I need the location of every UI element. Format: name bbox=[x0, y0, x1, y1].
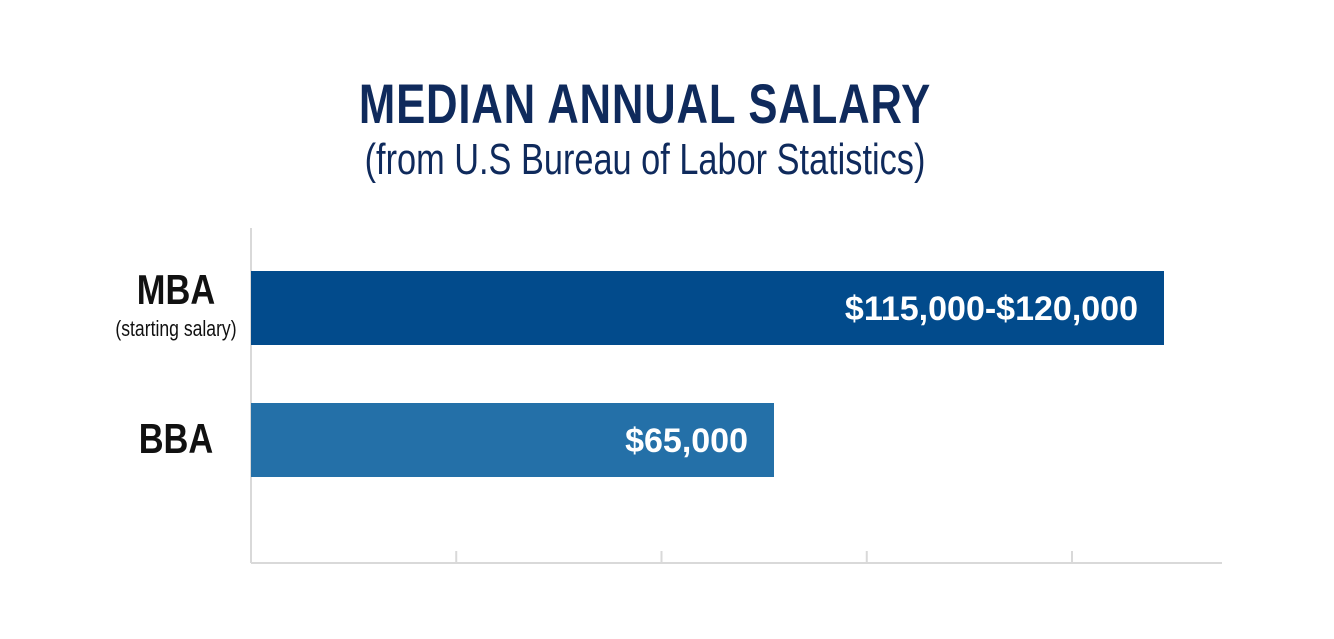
chart-subtitle: (from U.S Bureau of Labor Statistics) bbox=[364, 135, 926, 184]
chart-title: MEDIAN ANNUAL SALARY bbox=[358, 72, 932, 135]
bar-mba bbox=[251, 271, 1164, 345]
category-sublabel-mba: (starting salary) bbox=[115, 317, 236, 341]
bar-bba bbox=[251, 403, 774, 477]
data-label-mba: $115,000-$120,000 bbox=[845, 290, 1138, 328]
data-label-bba: $65,000 bbox=[625, 422, 748, 460]
category-label-bba: BBA bbox=[139, 416, 214, 463]
category-label-mba: MBA bbox=[137, 267, 215, 314]
